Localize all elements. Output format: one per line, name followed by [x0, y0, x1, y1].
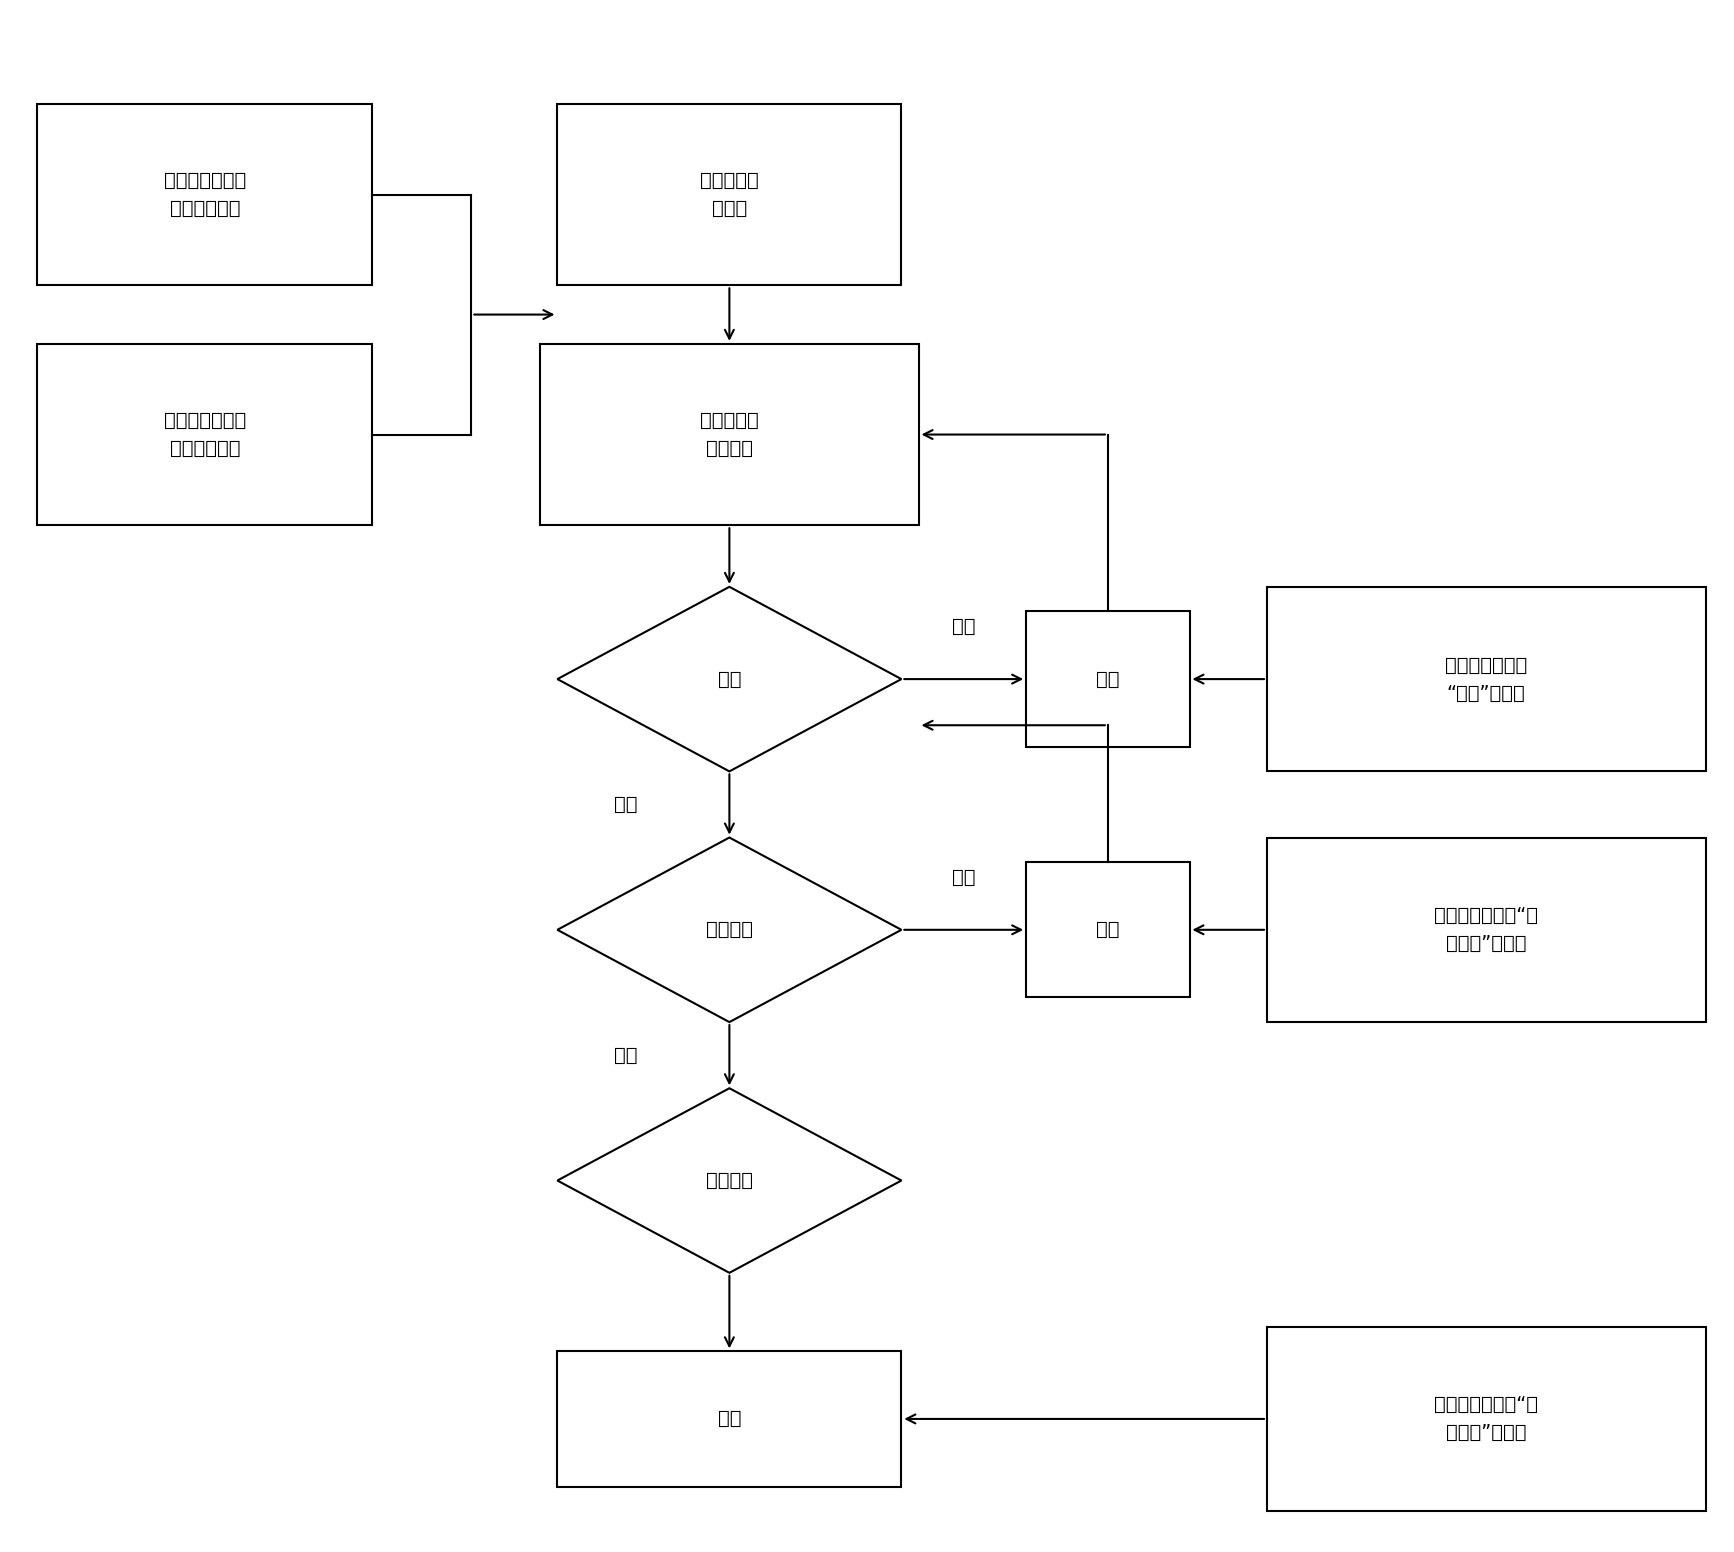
Text: 不同: 不同: [952, 618, 976, 636]
Text: 设备名称: 设备名称: [706, 1172, 753, 1190]
Text: 提取设备的
属性信息: 提取设备的 属性信息: [701, 411, 759, 458]
Text: 定义设备属性中“设
备名称”的排序: 定义设备属性中“设 备名称”的排序: [1434, 1395, 1538, 1442]
Polygon shape: [557, 587, 902, 771]
FancyBboxPatch shape: [1027, 611, 1190, 747]
Text: 相同: 相同: [614, 795, 638, 813]
FancyBboxPatch shape: [557, 1352, 902, 1487]
Text: 定义设备属性中
“分类”的排序: 定义设备属性中 “分类”的排序: [1444, 655, 1528, 703]
Text: 规范设备型
号属性: 规范设备型 号属性: [701, 171, 759, 219]
Text: 排序: 排序: [1096, 920, 1120, 939]
Text: 设备型号属性表
的规范化开发: 设备型号属性表 的规范化开发: [163, 171, 246, 219]
FancyBboxPatch shape: [36, 345, 373, 525]
FancyBboxPatch shape: [36, 104, 373, 286]
Text: 设备类型: 设备类型: [706, 920, 753, 939]
FancyBboxPatch shape: [1268, 1327, 1706, 1512]
FancyBboxPatch shape: [1268, 587, 1706, 771]
FancyBboxPatch shape: [1268, 838, 1706, 1023]
FancyBboxPatch shape: [541, 345, 919, 525]
Polygon shape: [557, 838, 902, 1023]
Text: 设备型号属性表
的规范性填写: 设备型号属性表 的规范性填写: [163, 411, 246, 458]
Polygon shape: [557, 1088, 902, 1273]
FancyBboxPatch shape: [1027, 861, 1190, 998]
Text: 定义设备属性中“设
备类型”的排序: 定义设备属性中“设 备类型”的排序: [1434, 906, 1538, 953]
Text: 排序: 排序: [718, 1409, 740, 1428]
Text: 不同: 不同: [952, 868, 976, 886]
Text: 分类: 分类: [718, 669, 740, 689]
Text: 相同: 相同: [614, 1046, 638, 1065]
FancyBboxPatch shape: [557, 104, 902, 286]
Text: 排序: 排序: [1096, 669, 1120, 689]
